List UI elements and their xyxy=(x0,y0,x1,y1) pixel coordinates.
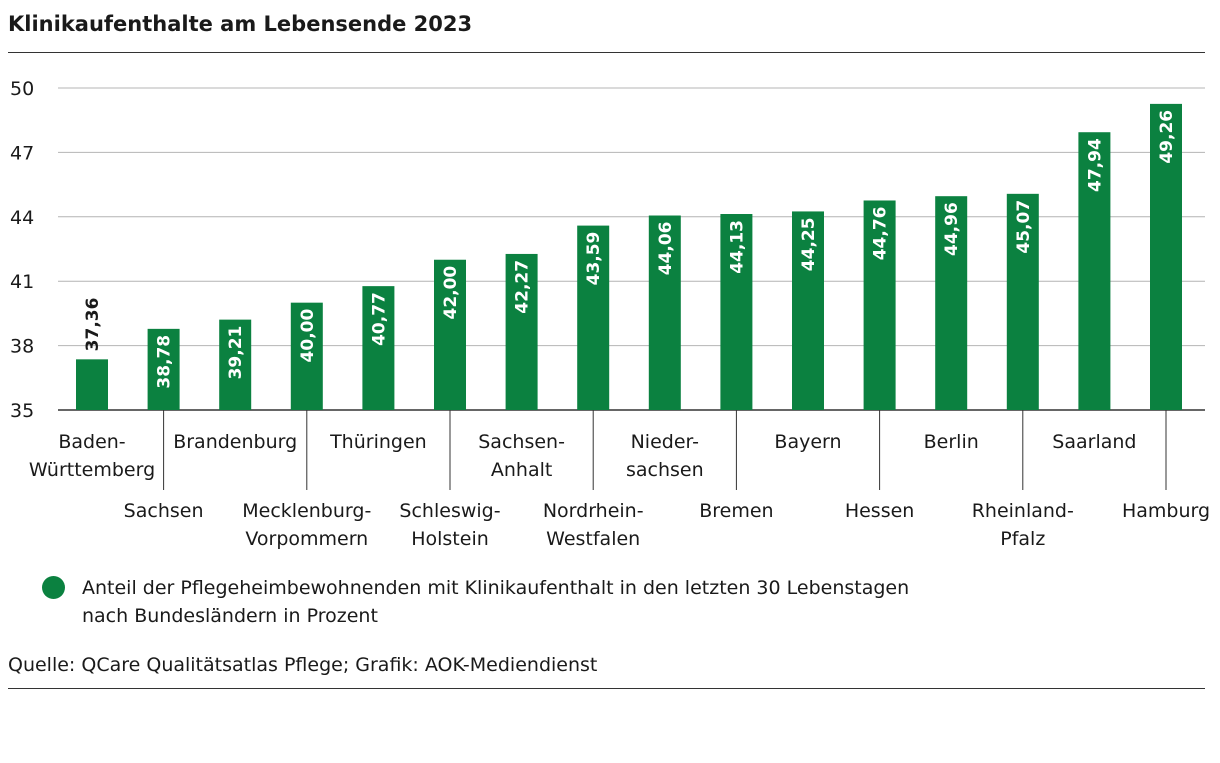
legend-text: Anteil der Pflegeheimbewohnenden mit Kli… xyxy=(82,574,982,630)
category-label: Saarland xyxy=(1052,431,1136,453)
category-label: Berlin xyxy=(924,431,979,453)
category-label: Sachsen- xyxy=(478,431,565,453)
category-label: Mecklenburg- xyxy=(242,500,371,522)
bar xyxy=(76,359,108,410)
data-label: 42,00 xyxy=(441,266,461,320)
category-label: Württemberg xyxy=(29,459,155,481)
bar xyxy=(1078,132,1111,411)
data-label: 45,07 xyxy=(1014,200,1034,254)
category-label: Holstein xyxy=(411,528,489,550)
bar xyxy=(290,302,323,410)
category-label: Brandenburg xyxy=(173,431,297,453)
category-label: Thüringen xyxy=(329,431,427,453)
data-label: 47,94 xyxy=(1085,138,1105,192)
bar xyxy=(935,196,968,410)
category-label: sachsen xyxy=(626,459,704,481)
category-label: Sachsen xyxy=(124,500,204,522)
category-label: Baden- xyxy=(58,431,125,453)
category-label: Schleswig- xyxy=(399,500,500,522)
category-label: Nieder- xyxy=(631,431,699,453)
category-label: Bayern xyxy=(774,431,841,453)
data-label: 40,00 xyxy=(298,309,318,363)
data-label: 44,25 xyxy=(799,217,819,271)
y-tick-label: 50 xyxy=(10,78,34,100)
data-label: 49,26 xyxy=(1157,110,1177,164)
data-label: 44,13 xyxy=(727,220,747,274)
bar xyxy=(505,253,538,410)
category-label: Vorpommern xyxy=(245,528,368,550)
source-note: Quelle: QCare Qualitätsatlas Pflege; Gra… xyxy=(8,654,598,676)
data-label: 42,27 xyxy=(513,260,533,314)
bar-chart: 35 38 41 44 47 50 37,36 Baden- Württemberg 38,78 S… xyxy=(10,78,1210,550)
data-label: 44,06 xyxy=(656,222,676,276)
bar xyxy=(577,225,610,410)
data-label: 39,21 xyxy=(226,326,246,380)
bar xyxy=(147,328,180,410)
bar xyxy=(863,200,896,410)
bar xyxy=(1150,103,1182,411)
source-rule xyxy=(8,688,1205,689)
category-label: Westfalen xyxy=(546,528,640,550)
legend-line-1: Anteil der Pflegeheimbewohnenden mit Kli… xyxy=(82,577,910,599)
bar xyxy=(219,319,252,410)
y-tick-label: 41 xyxy=(10,271,34,293)
legend-swatch xyxy=(42,576,65,599)
category-label: Rheinland- xyxy=(972,500,1074,522)
data-label: 44,76 xyxy=(871,206,891,260)
y-tick-label: 38 xyxy=(10,336,34,358)
y-tick-label: 35 xyxy=(10,400,34,422)
bar xyxy=(792,211,824,410)
data-label: 40,77 xyxy=(369,292,389,346)
category-label: Bremen xyxy=(699,500,773,522)
category-label: Pfalz xyxy=(1000,528,1045,550)
category-label: Hessen xyxy=(845,500,915,522)
bar xyxy=(434,259,466,410)
category-label: Nordrhein- xyxy=(543,500,644,522)
y-tick-label: 47 xyxy=(10,142,34,164)
bar xyxy=(648,215,681,410)
data-label: 37,36 xyxy=(83,298,103,352)
y-tick-label: 44 xyxy=(10,207,34,229)
data-label: 44,96 xyxy=(942,202,962,256)
category-label: Anhalt xyxy=(491,459,552,481)
data-label: 38,78 xyxy=(155,335,175,389)
chart-title: Klinikaufenthalte am Lebensende 2023 xyxy=(8,12,473,36)
data-label: 43,59 xyxy=(584,232,604,286)
bar xyxy=(1006,193,1039,410)
legend: Anteil der Pflegeheimbewohnenden mit Kli… xyxy=(42,574,982,630)
bar xyxy=(362,286,395,410)
title-rule xyxy=(8,52,1205,53)
category-label: Hamburg xyxy=(1122,500,1210,522)
bar xyxy=(720,214,753,410)
legend-line-2: nach Bundesländern in Prozent xyxy=(82,605,378,627)
